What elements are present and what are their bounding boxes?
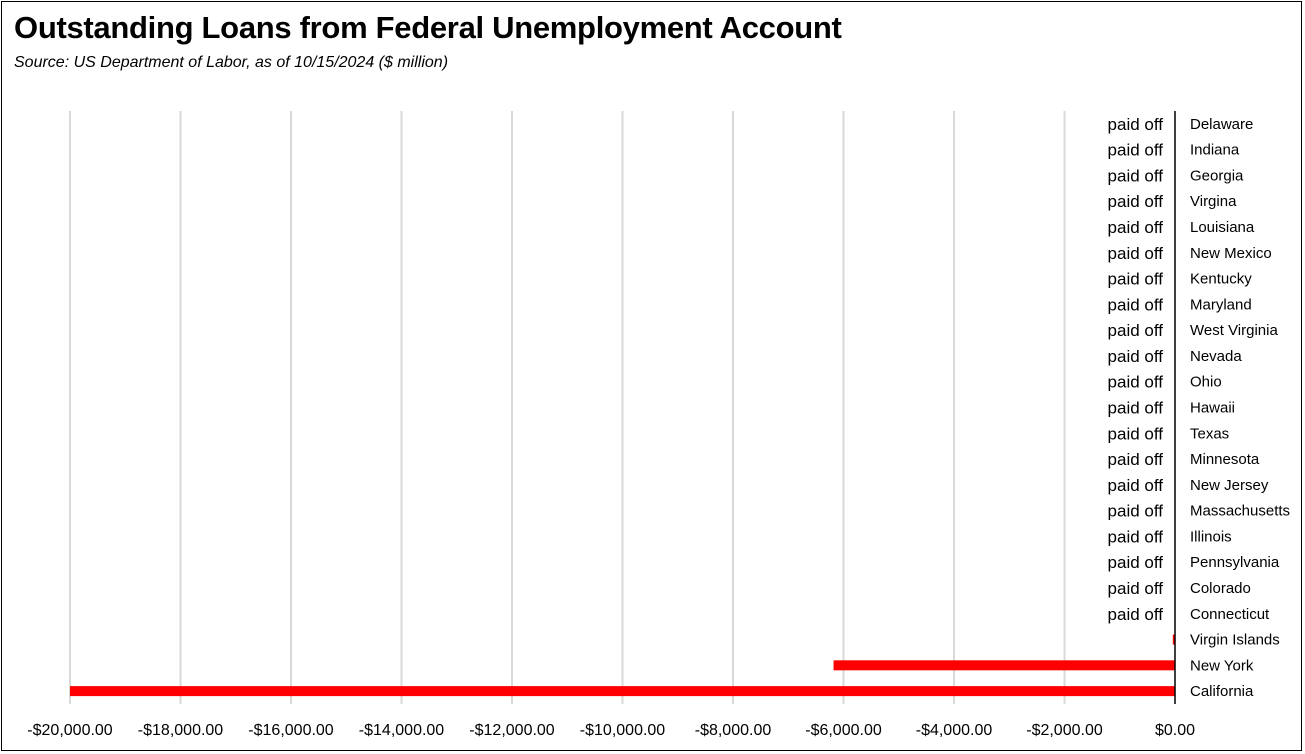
data-label: paid off	[1108, 450, 1164, 469]
data-label: paid off	[1108, 553, 1164, 572]
category-label: New Mexico	[1190, 245, 1272, 262]
gridlines	[69, 111, 1066, 704]
bar-virgin-islands	[1172, 634, 1175, 645]
data-label: paid off	[1108, 373, 1164, 392]
category-label: Georgia	[1190, 167, 1244, 184]
data-label: paid off	[1108, 579, 1164, 598]
x-tick-label: -$4,000.00	[916, 722, 993, 739]
data-label: paid off	[1108, 166, 1164, 185]
data-label: paid off	[1108, 347, 1164, 366]
x-tick-label: -$20,000.00	[27, 722, 113, 739]
category-label: Colorado	[1190, 580, 1251, 597]
category-label: Maryland	[1190, 296, 1252, 313]
category-label: Nevada	[1190, 348, 1242, 365]
data-label: paid off	[1108, 218, 1164, 237]
category-label: Ohio	[1190, 374, 1222, 391]
data-label: paid off	[1108, 295, 1164, 314]
x-tick-label: -$6,000.00	[805, 722, 882, 739]
x-tick-label: -$18,000.00	[138, 722, 224, 739]
labels: -$20,000.00 -$18,000.00 -$16,000.00 -$14,00…	[27, 115, 1290, 739]
x-tick-label: -$2,000.00	[1026, 722, 1103, 739]
category-label: Pennsylvania	[1190, 554, 1280, 571]
category-label: West Virginia	[1190, 322, 1278, 339]
category-label: Delaware	[1190, 116, 1253, 133]
data-label: paid off	[1108, 115, 1164, 134]
category-label: Texas	[1190, 425, 1229, 442]
bars	[70, 634, 1175, 697]
x-tick-label: -$12,000.00	[469, 722, 555, 739]
x-tick-label: -$8,000.00	[695, 722, 772, 739]
data-label: paid off	[1108, 270, 1164, 289]
data-label: paid off	[1108, 605, 1164, 624]
x-tick-label: -$10,000.00	[580, 722, 666, 739]
data-label: paid off	[1108, 244, 1164, 263]
category-label: Massachusetts	[1190, 503, 1290, 520]
category-label: California	[1190, 683, 1254, 700]
data-label: paid off	[1108, 321, 1164, 340]
category-label: Louisiana	[1190, 219, 1255, 236]
data-label: paid off	[1108, 476, 1164, 495]
category-label: Hawaii	[1190, 400, 1235, 417]
data-label: paid off	[1108, 502, 1164, 521]
bar-new-york	[833, 660, 1175, 671]
category-label: Minnesota	[1190, 451, 1260, 468]
category-label: Virgin Islands	[1190, 632, 1280, 649]
x-tick-label: -$16,000.00	[248, 722, 334, 739]
data-label: paid off	[1108, 141, 1164, 160]
data-label: paid off	[1108, 399, 1164, 418]
category-label: Virgina	[1190, 193, 1237, 210]
data-label: paid off	[1108, 424, 1164, 443]
chart-subtitle: Source: US Department of Labor, as of 10…	[14, 54, 449, 71]
x-tick-label: $0.00	[1155, 722, 1195, 739]
data-label: paid off	[1108, 192, 1164, 211]
category-label: New Jersey	[1190, 477, 1269, 494]
data-label: paid off	[1108, 527, 1164, 546]
chart-title: Outstanding Loans from Federal Unemploym…	[14, 10, 842, 45]
bar-california	[70, 686, 1175, 697]
x-tick-label: -$14,000.00	[359, 722, 445, 739]
category-label: Kentucky	[1190, 271, 1252, 288]
category-label: Illinois	[1190, 528, 1232, 545]
category-label: Connecticut	[1190, 606, 1270, 623]
category-label: New York	[1190, 657, 1254, 674]
category-label: Indiana	[1190, 142, 1240, 159]
